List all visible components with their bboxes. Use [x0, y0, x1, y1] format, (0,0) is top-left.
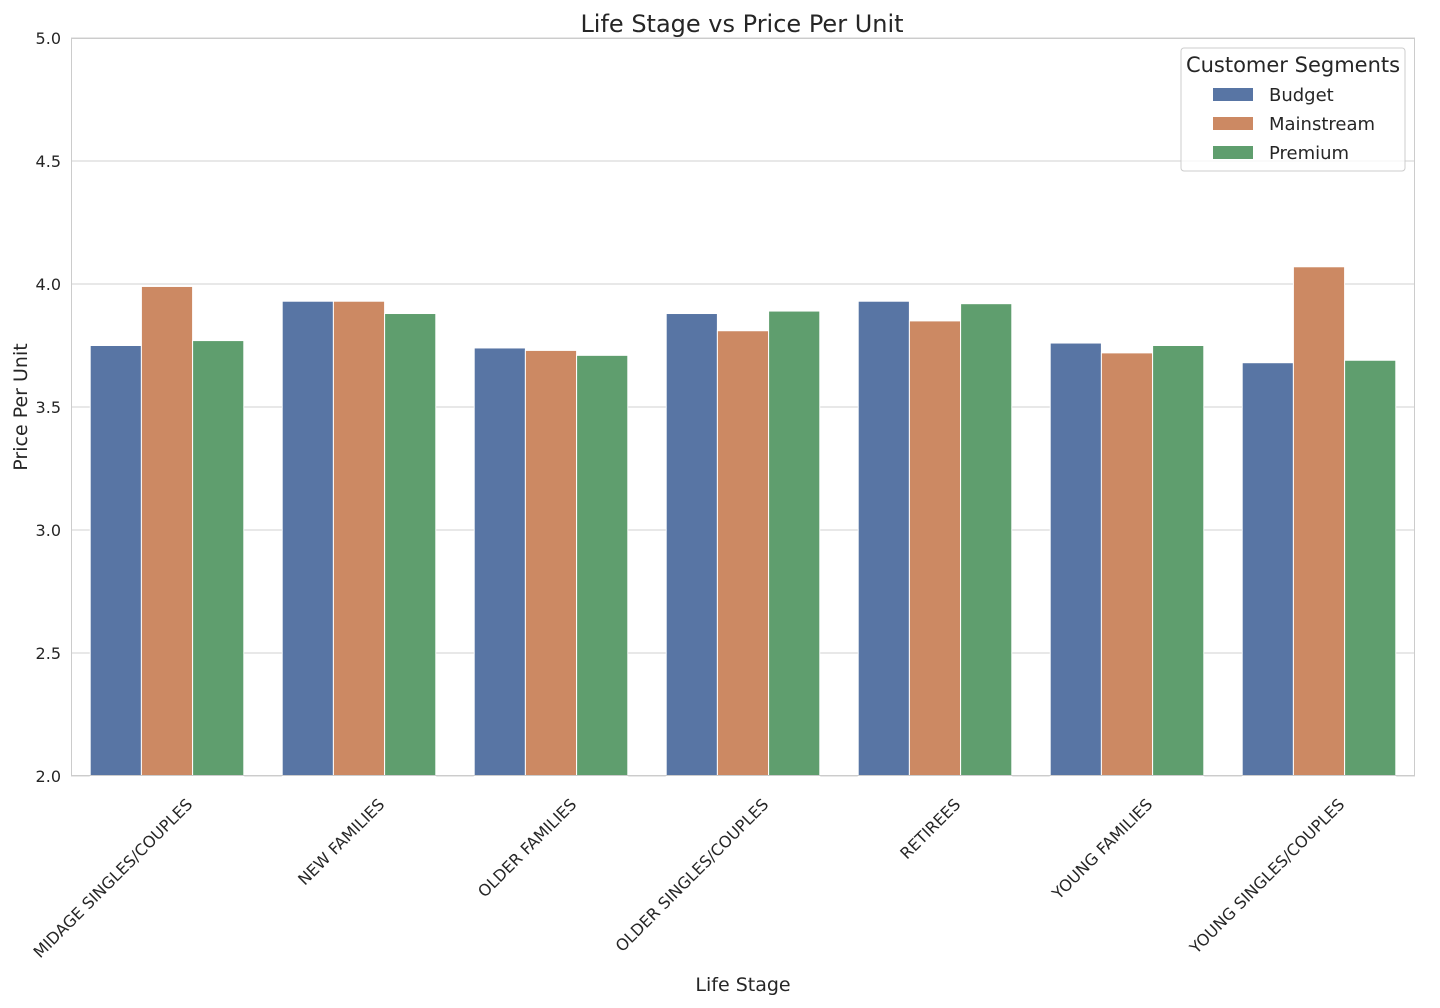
- bar-mainstream-1: [332, 300, 386, 777]
- legend-label-mainstream: Mainstream: [1269, 114, 1375, 135]
- y-axis-label: Price Per Unit: [10, 343, 32, 470]
- bar-mainstream-4: [908, 320, 962, 777]
- bar-mainstream-5: [1100, 352, 1154, 777]
- bar-budget-4: [857, 300, 910, 777]
- legend-swatch-mainstream: [1213, 117, 1253, 130]
- bar-mainstream-0: [140, 285, 194, 777]
- bar-premium-4: [960, 303, 1013, 777]
- legend-label-budget: Budget: [1269, 85, 1334, 106]
- y-tick-label: 2.5: [36, 644, 61, 663]
- legend-title: Customer Segments: [1186, 53, 1400, 77]
- bar-premium-1: [384, 313, 437, 777]
- bar-mainstream-2: [524, 349, 578, 777]
- y-tick-label: 5.0: [36, 29, 61, 48]
- y-tick-label: 2.0: [36, 767, 61, 786]
- bar-premium-5: [1152, 345, 1205, 777]
- bar-budget-6: [1241, 362, 1294, 777]
- bar-premium-6: [1344, 359, 1397, 777]
- bar-mainstream-6: [1292, 266, 1346, 777]
- legend-swatch-premium: [1213, 146, 1253, 159]
- legend: Customer Segments Budget Mainstream Premiu…: [1180, 47, 1406, 172]
- y-tick-label: 4.0: [36, 275, 61, 294]
- y-tick-label: 3.0: [36, 521, 61, 540]
- plot-frame: [71, 38, 1415, 776]
- bar-budget-3: [665, 313, 718, 777]
- legend-box: [1180, 47, 1406, 172]
- bar-budget-0: [89, 345, 142, 777]
- bar-premium-2: [576, 354, 629, 777]
- bar-premium-0: [192, 340, 245, 777]
- bars: [89, 266, 1397, 777]
- bar-budget-5: [1049, 342, 1102, 777]
- chart-title: Life Stage vs Price Per Unit: [580, 10, 903, 38]
- bar-budget-1: [281, 300, 334, 777]
- x-axis-label: Life Stage: [695, 974, 790, 996]
- y-axis-ticks: 2.0 2.5 3.0 3.5 4.0 4.5 5.0: [36, 29, 61, 786]
- legend-label-premium: Premium: [1269, 143, 1349, 164]
- bar-budget-2: [473, 347, 526, 777]
- legend-swatch-budget: [1213, 88, 1253, 101]
- bar-premium-3: [768, 310, 821, 777]
- legend-items: Budget Mainstream Premium: [1213, 85, 1375, 164]
- y-tick-label: 3.5: [36, 398, 61, 417]
- y-tick-label: 4.5: [36, 152, 61, 171]
- bar-mainstream-3: [716, 330, 770, 777]
